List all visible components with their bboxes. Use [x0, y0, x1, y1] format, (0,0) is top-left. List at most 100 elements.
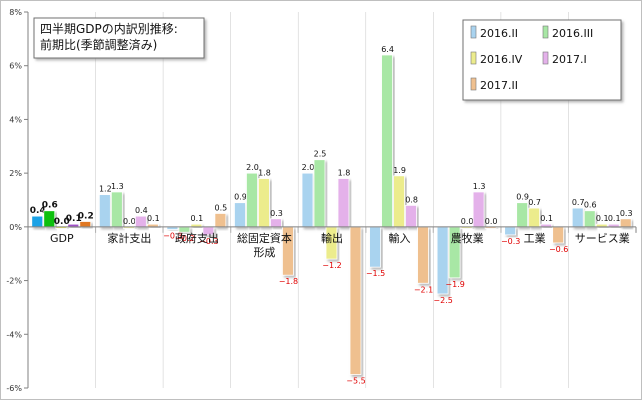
- category-label: 形成: [253, 246, 275, 259]
- data-label: −1.8: [279, 277, 298, 286]
- bar: [31, 215, 44, 228]
- bar: [571, 207, 584, 228]
- bar: [528, 207, 541, 228]
- data-label: −2.1: [414, 285, 433, 294]
- data-label: 0.9: [516, 193, 529, 202]
- data-label: 0.7: [528, 198, 541, 207]
- data-label: 6.4: [381, 45, 394, 54]
- y-tick-label: -2%: [6, 277, 22, 286]
- legend-label: 2016.III: [552, 27, 593, 40]
- bar: [337, 178, 350, 228]
- data-label: 0.6: [42, 201, 58, 211]
- category-label: 輸入: [389, 231, 411, 245]
- y-tick-label: 2%: [9, 169, 22, 178]
- data-label: 0.4: [30, 206, 46, 216]
- data-label: −0.6: [549, 245, 568, 254]
- data-label: 2.0: [302, 163, 315, 172]
- bar: [405, 204, 417, 228]
- data-label: 0.2: [78, 211, 94, 221]
- legend-swatch: [470, 77, 477, 91]
- data-label: −0.3: [163, 232, 182, 241]
- data-label: 1.8: [338, 169, 351, 178]
- category-label: 家計支出: [107, 231, 151, 245]
- bar: [472, 191, 485, 228]
- legend-swatch: [470, 51, 477, 65]
- data-label: 0.7: [572, 198, 585, 207]
- data-label: −5.5: [346, 377, 365, 386]
- title-box: [33, 17, 205, 59]
- data-label: 0.4: [135, 206, 148, 215]
- y-tick-label: -4%: [6, 330, 22, 339]
- data-label: 0.1: [596, 214, 609, 223]
- data-label: −0.3: [501, 237, 520, 246]
- data-label: 0.1: [540, 214, 553, 223]
- bar: [214, 213, 227, 228]
- data-label: 0.0: [54, 217, 70, 227]
- bar: [583, 210, 596, 228]
- data-label: 1.9: [393, 166, 406, 175]
- y-tick-label: 4%: [9, 115, 22, 124]
- plot-area: -6%-4%-2%0%2%4%6%8%0.40.60.00.10.21.2 1.3…: [6, 8, 637, 393]
- bar: [258, 178, 270, 228]
- legend-label: 2017.II: [480, 79, 518, 92]
- bar: [134, 215, 147, 228]
- y-tick-label: -6%: [6, 384, 22, 393]
- data-label: 1.2: [99, 185, 112, 194]
- bar: [552, 226, 565, 244]
- category-label: 農牧業: [451, 231, 484, 245]
- bar: [516, 202, 529, 228]
- legend-swatch: [542, 25, 549, 39]
- category-label: 工業: [524, 232, 546, 245]
- data-label: 1.8: [258, 169, 271, 178]
- bar: [619, 218, 632, 228]
- bar: [79, 221, 92, 228]
- data-label: −0.3: [199, 237, 218, 246]
- y-tick-label: 0%: [9, 223, 22, 232]
- bar: [349, 226, 362, 375]
- title-line: 四半期GDPの内訳別推移:: [40, 21, 178, 36]
- bar: [417, 226, 429, 284]
- y-tick-label: 8%: [9, 8, 22, 17]
- data-label: 0.1: [66, 214, 82, 224]
- data-label: 0.3: [620, 209, 633, 218]
- data-label: 0.1: [147, 214, 160, 223]
- legend-label: 2016.II: [480, 27, 518, 40]
- data-label: 0.5: [215, 203, 228, 212]
- data-label: −1.9: [445, 280, 464, 289]
- legend-label: 2017.I: [552, 53, 587, 66]
- category-label: 総固定資本: [237, 231, 292, 245]
- bar: [98, 194, 111, 228]
- data-label: 0.3: [270, 209, 283, 218]
- data-label: 0.0: [461, 217, 474, 226]
- data-label: 0.8: [405, 195, 418, 204]
- legend-swatch: [470, 25, 477, 39]
- legend-label: 2016.IV: [480, 53, 523, 66]
- bar: [110, 191, 123, 228]
- category-label: サービス業: [575, 232, 630, 245]
- legend: 2016.II 2016.III 2016.IV 2017.I 2017.II: [462, 19, 622, 101]
- data-label: 0.1: [608, 214, 621, 223]
- data-label: 0.0: [123, 217, 136, 226]
- bar: [234, 202, 246, 228]
- data-label: 1.3: [473, 182, 486, 191]
- category-label: 政府支出: [175, 231, 219, 245]
- data-label: −1.2: [322, 261, 341, 270]
- data-label: 0.1: [191, 214, 204, 223]
- bar: [270, 218, 282, 228]
- data-label: −2.5: [433, 296, 452, 305]
- data-label: 0.6: [584, 201, 597, 210]
- data-label: 0.0: [485, 217, 498, 226]
- data-label: −0.2: [175, 234, 194, 243]
- data-label: 0.9: [234, 193, 247, 202]
- bar: [369, 226, 381, 268]
- bar: [381, 54, 393, 228]
- chart-title: 四半期GDPの内訳別推移:前期比(季節調整済み): [33, 17, 205, 59]
- data-label: 2.0: [246, 163, 259, 172]
- category-label: GDP: [50, 232, 74, 245]
- bar: [301, 172, 314, 228]
- data-label: 2.5: [314, 150, 327, 159]
- title-line: 前期比(季節調整済み): [40, 37, 157, 52]
- bar: [504, 226, 517, 236]
